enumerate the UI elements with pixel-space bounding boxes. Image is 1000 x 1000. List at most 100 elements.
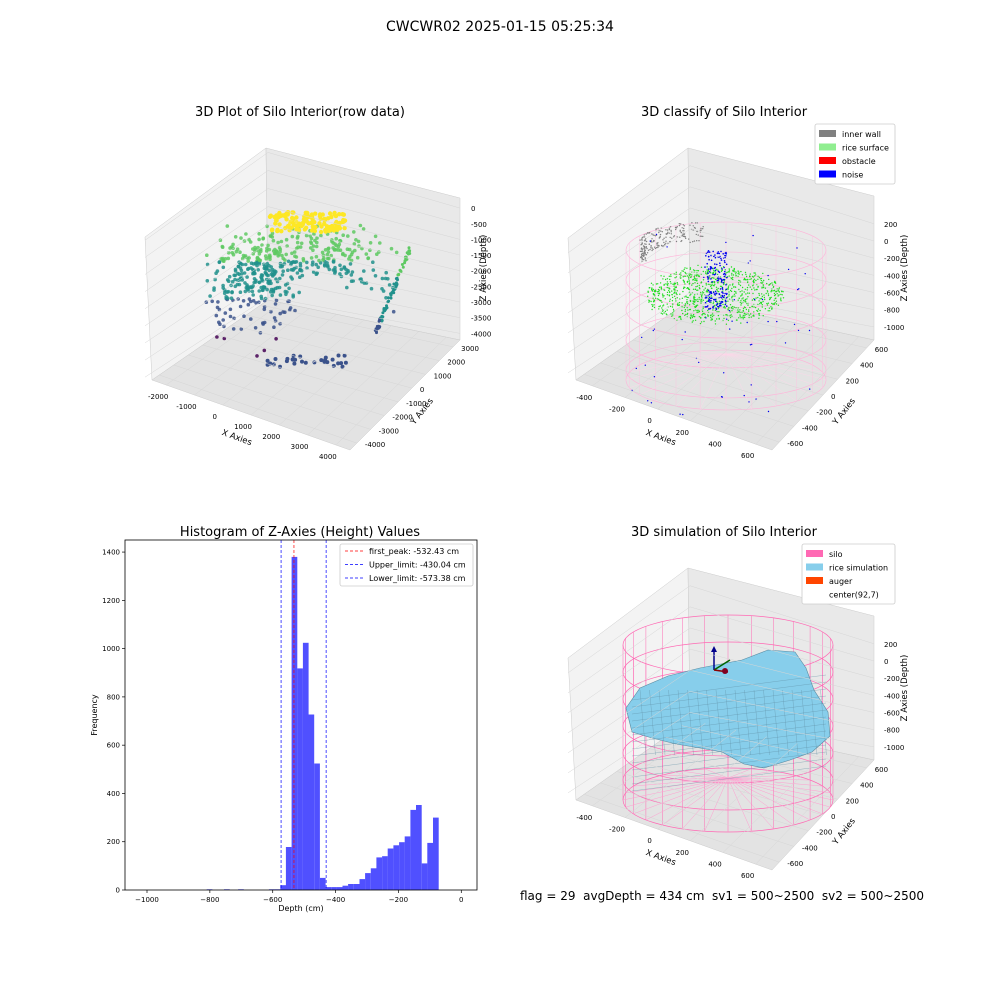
data-point	[277, 222, 282, 227]
data-point	[259, 275, 263, 279]
data-point	[325, 252, 330, 257]
rice-surface-point	[773, 302, 775, 305]
inner-wall-point	[689, 241, 691, 244]
rice-surface-point	[712, 284, 715, 287]
rice-surface-point	[652, 284, 654, 286]
data-point	[228, 246, 232, 250]
rice-surface-point	[746, 286, 749, 289]
rice-surface-point	[739, 291, 741, 293]
rice-surface-point	[673, 310, 675, 312]
silo-floor-spoke	[625, 777, 729, 794]
noise-point	[712, 291, 715, 294]
histogram-bar	[319, 877, 326, 890]
data-point	[292, 361, 297, 366]
data-point	[205, 262, 210, 267]
data-point	[270, 231, 275, 236]
rice-surface-point	[688, 274, 691, 277]
inner-wall-point	[683, 227, 685, 230]
z-gridline	[267, 242, 461, 287]
rice-surface-point	[688, 280, 690, 282]
y-tick-label: 800	[107, 693, 120, 701]
rice-surface-point	[761, 287, 763, 289]
data-point	[395, 282, 399, 286]
data-point	[396, 273, 400, 277]
data-point	[295, 271, 300, 275]
data-point	[291, 220, 296, 226]
histogram-bar	[291, 556, 298, 890]
noise-point	[679, 413, 681, 415]
noise-point	[797, 288, 799, 291]
rice-surface-point	[686, 287, 689, 289]
rice-surface-point	[662, 305, 664, 307]
inner-wall-point	[646, 232, 649, 234]
legend-swatch	[806, 577, 823, 584]
rice-surface-point	[716, 289, 718, 291]
data-point	[228, 314, 233, 319]
histogram-bar	[421, 863, 428, 890]
data-point	[325, 256, 330, 261]
rice-surface-point	[661, 313, 664, 315]
rice-surface-point	[675, 276, 678, 278]
rice-surface-point	[697, 311, 699, 313]
rice-surface-point	[697, 264, 699, 267]
inner-wall-point	[640, 255, 642, 258]
rice-surface-point	[749, 286, 751, 288]
y-gridline	[260, 304, 454, 348]
rice-surface-point	[739, 284, 742, 287]
noise-point	[719, 264, 721, 267]
data-point	[290, 357, 295, 362]
data-point	[362, 269, 366, 273]
inner-wall-point	[680, 240, 682, 243]
noise-point	[725, 255, 727, 257]
legend-box	[339, 543, 474, 587]
noise-point	[720, 278, 723, 281]
rice-surface-point	[710, 285, 712, 288]
rice-surface-point	[744, 314, 746, 317]
noise-point	[704, 306, 706, 308]
noise-point	[650, 402, 653, 404]
noise-point	[729, 328, 731, 330]
inner-wall-point	[670, 229, 672, 232]
noise-point	[653, 376, 656, 378]
data-point	[285, 281, 290, 286]
noise-point	[719, 304, 721, 307]
rice-surface-point	[698, 296, 700, 299]
rice-surface-point	[732, 286, 735, 288]
rice-surface-point	[680, 274, 682, 276]
rice-surface-point	[694, 319, 697, 321]
noise-point	[746, 321, 748, 324]
rice-surface-point	[734, 286, 737, 288]
rice-surface-point	[774, 282, 777, 284]
rice-surface-point	[673, 285, 675, 287]
inner-wall-point	[702, 226, 704, 228]
y-gridline	[584, 794, 780, 863]
rice-surface-point	[700, 302, 702, 304]
inner-wall-point	[665, 233, 668, 235]
rice-surface-point	[748, 309, 750, 311]
rice-surface-point	[727, 300, 729, 302]
noise-point	[728, 309, 731, 312]
data-point	[314, 272, 319, 277]
inner-wall-point	[669, 236, 671, 239]
rice-surface-point	[781, 294, 783, 296]
noise-point	[709, 307, 712, 310]
legend-swatch	[819, 157, 836, 164]
rice-surface-point	[684, 314, 686, 317]
data-point	[400, 263, 404, 266]
surface-mesh-line	[782, 689, 789, 756]
data-point	[356, 239, 361, 244]
data-point	[332, 211, 337, 217]
rice-surface-point	[722, 303, 724, 306]
data-point	[290, 260, 295, 265]
rice-surface-point	[677, 283, 679, 285]
silo-floor-spoke	[727, 777, 811, 781]
inner-wall-point	[648, 232, 650, 234]
data-point	[312, 232, 316, 236]
z-gridline	[567, 670, 691, 754]
surface-mesh-line	[696, 689, 704, 756]
z-tick-label: -200	[884, 255, 900, 263]
data-point	[303, 360, 308, 365]
inner-wall-point	[663, 237, 665, 239]
rice-surface-point	[717, 287, 719, 290]
rice-surface-point	[668, 287, 671, 290]
